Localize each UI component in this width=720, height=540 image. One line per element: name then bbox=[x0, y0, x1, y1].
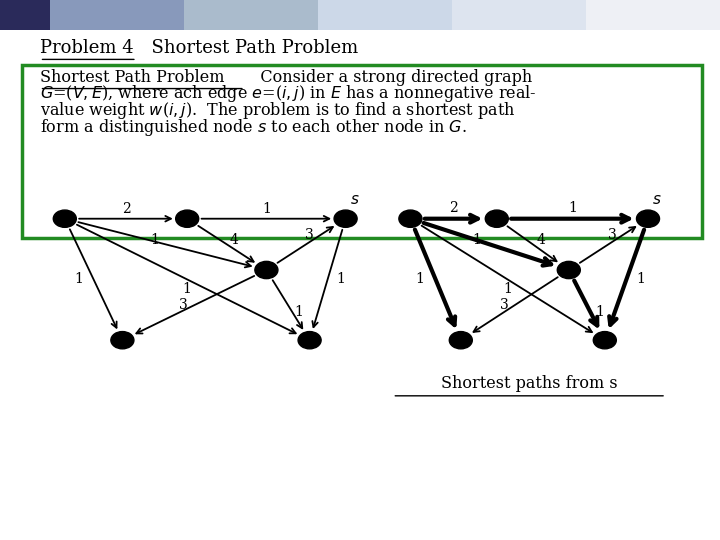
Bar bbox=[0, 0, 50, 30]
Text: 1: 1 bbox=[150, 233, 159, 247]
Text: 1: 1 bbox=[472, 233, 481, 247]
Circle shape bbox=[176, 210, 199, 227]
Circle shape bbox=[593, 332, 616, 349]
Bar bbox=[318, 0, 452, 30]
Text: value weight $w$($i,j$).  The problem is to find a shortest path: value weight $w$($i,j$). The problem is … bbox=[40, 100, 515, 121]
Text: 4: 4 bbox=[537, 233, 546, 247]
Text: $s$: $s$ bbox=[652, 193, 662, 207]
Text: 1: 1 bbox=[294, 305, 303, 319]
Text: 3: 3 bbox=[608, 228, 616, 241]
Circle shape bbox=[53, 210, 76, 227]
Circle shape bbox=[399, 210, 422, 227]
Text: 4: 4 bbox=[230, 233, 238, 247]
Text: 3: 3 bbox=[305, 228, 314, 241]
Text: Problem 4: Problem 4 bbox=[40, 39, 133, 57]
Circle shape bbox=[449, 332, 472, 349]
Text: 1: 1 bbox=[336, 273, 345, 286]
Text: 1: 1 bbox=[183, 282, 192, 296]
Text: $s$: $s$ bbox=[350, 193, 359, 207]
Text: Shortest Path Problem: Shortest Path Problem bbox=[140, 39, 359, 57]
Text: 1: 1 bbox=[503, 282, 512, 296]
Text: 1: 1 bbox=[262, 202, 271, 216]
Text: 3: 3 bbox=[500, 298, 508, 312]
Circle shape bbox=[485, 210, 508, 227]
Circle shape bbox=[298, 332, 321, 349]
Bar bbox=[50, 0, 184, 30]
Text: form a distinguished node $s$ to each other node in $G$.: form a distinguished node $s$ to each ot… bbox=[40, 117, 467, 138]
Text: 1: 1 bbox=[415, 273, 424, 286]
Text: 1: 1 bbox=[75, 273, 84, 286]
Text: 2: 2 bbox=[449, 201, 458, 215]
FancyBboxPatch shape bbox=[22, 65, 702, 238]
Bar bbox=[586, 0, 720, 30]
Circle shape bbox=[636, 210, 660, 227]
Circle shape bbox=[557, 261, 580, 279]
Text: 2: 2 bbox=[122, 202, 130, 216]
Bar bbox=[184, 0, 318, 30]
Text: 1: 1 bbox=[636, 273, 645, 286]
Text: $G$=($V,E$), where ach edge $e$=($i,j$) in $E$ has a nonnegative real-: $G$=($V,E$), where ach edge $e$=($i,j$) … bbox=[40, 83, 536, 104]
Circle shape bbox=[334, 210, 357, 227]
Bar bbox=[452, 0, 586, 30]
Text: Shortest Path Problem: Shortest Path Problem bbox=[40, 70, 224, 86]
Text: 1: 1 bbox=[595, 305, 604, 319]
Text: 1: 1 bbox=[568, 201, 577, 215]
Circle shape bbox=[111, 332, 134, 349]
Text: Consider a strong directed graph: Consider a strong directed graph bbox=[245, 70, 532, 86]
Circle shape bbox=[255, 261, 278, 279]
Text: Shortest paths from s: Shortest paths from s bbox=[441, 375, 618, 392]
Text: 3: 3 bbox=[179, 298, 188, 312]
